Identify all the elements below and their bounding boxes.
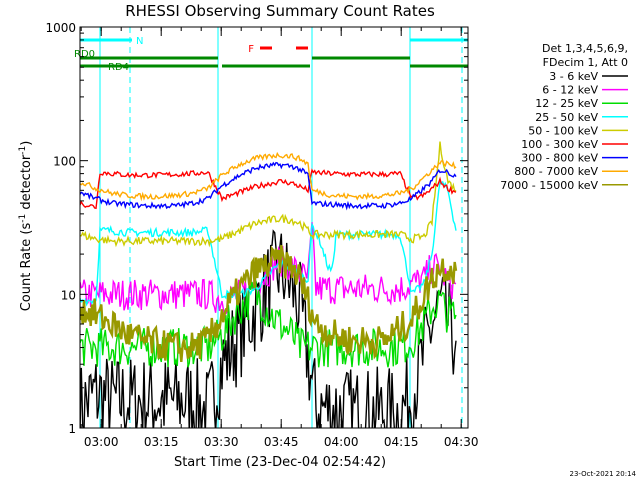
flag-label: N <box>136 36 143 47</box>
flag-label: F <box>248 44 254 55</box>
legend-entry: 300 - 800 keV <box>521 152 598 165</box>
chart-title: RHESSI Observing Summary Count Rates <box>125 2 435 20</box>
legend-entry: 50 - 100 keV <box>528 124 598 137</box>
legend-entry: 7000 - 15000 keV <box>500 179 598 192</box>
series-line <box>80 244 458 363</box>
legend-entry: 6 - 12 keV <box>542 84 598 97</box>
series-line <box>80 141 457 248</box>
y-tick-label: 1000 <box>45 21 76 35</box>
legend-entry: 3 - 6 keV <box>549 70 598 83</box>
x-tick-label: 03:00 <box>84 435 119 449</box>
x-axis-label: Start Time (23-Dec-04 02:54:42) <box>174 455 386 470</box>
legend-entry: 12 - 25 keV <box>535 97 598 110</box>
x-tick-label: 04:30 <box>444 435 479 449</box>
series-line <box>80 161 457 211</box>
series-line <box>80 280 457 368</box>
y-tick-label: 1 <box>68 422 76 436</box>
x-tick-label: 03:15 <box>144 435 179 449</box>
legend-entry: 25 - 50 keV <box>535 111 598 124</box>
legend-entry: 800 - 7000 keV <box>514 165 598 178</box>
legend-header: FDecim 1, Att 0 <box>543 56 628 69</box>
series-line <box>80 229 457 428</box>
series-line <box>80 168 457 210</box>
legend-entry: 100 - 300 keV <box>521 138 598 151</box>
y-axis-label: Count Rate (s-1 detector-1) <box>18 141 34 312</box>
y-tick-label: 10 <box>61 288 76 302</box>
x-tick-label: 04:15 <box>384 435 419 449</box>
x-tick-label: 03:30 <box>204 435 239 449</box>
x-tick-label: 04:00 <box>324 435 359 449</box>
series-line <box>80 222 457 315</box>
legend-header: Det 1,3,4,5,6,9, <box>542 42 628 55</box>
plot-frame <box>79 26 469 429</box>
y-tick-label: 100 <box>53 155 76 169</box>
series-line <box>80 151 457 202</box>
x-tick-label: 03:45 <box>264 435 299 449</box>
footer-date: 23-Oct-2021 20:14 <box>570 470 637 478</box>
flag-label: RD4 <box>108 62 129 73</box>
flag-label: RD0 <box>74 49 95 60</box>
